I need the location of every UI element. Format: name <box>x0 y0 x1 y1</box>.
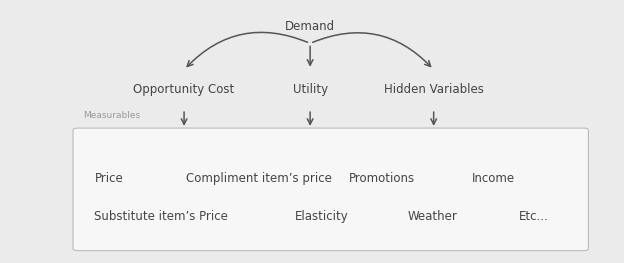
Text: Utility: Utility <box>293 83 328 96</box>
Text: Etc...: Etc... <box>519 210 548 224</box>
Text: Weather: Weather <box>407 210 457 224</box>
Text: Hidden Variables: Hidden Variables <box>384 83 484 96</box>
Text: Opportunity Cost: Opportunity Cost <box>134 83 235 96</box>
Text: Promotions: Promotions <box>349 172 415 185</box>
FancyBboxPatch shape <box>73 128 588 251</box>
Text: Elasticity: Elasticity <box>295 210 349 224</box>
Text: Income: Income <box>471 172 515 185</box>
Text: Measurables: Measurables <box>83 111 140 120</box>
Text: Compliment item’s price: Compliment item’s price <box>186 172 332 185</box>
Text: Demand: Demand <box>285 20 335 33</box>
Text: Substitute item’s Price: Substitute item’s Price <box>94 210 228 224</box>
Text: Price: Price <box>95 172 124 185</box>
